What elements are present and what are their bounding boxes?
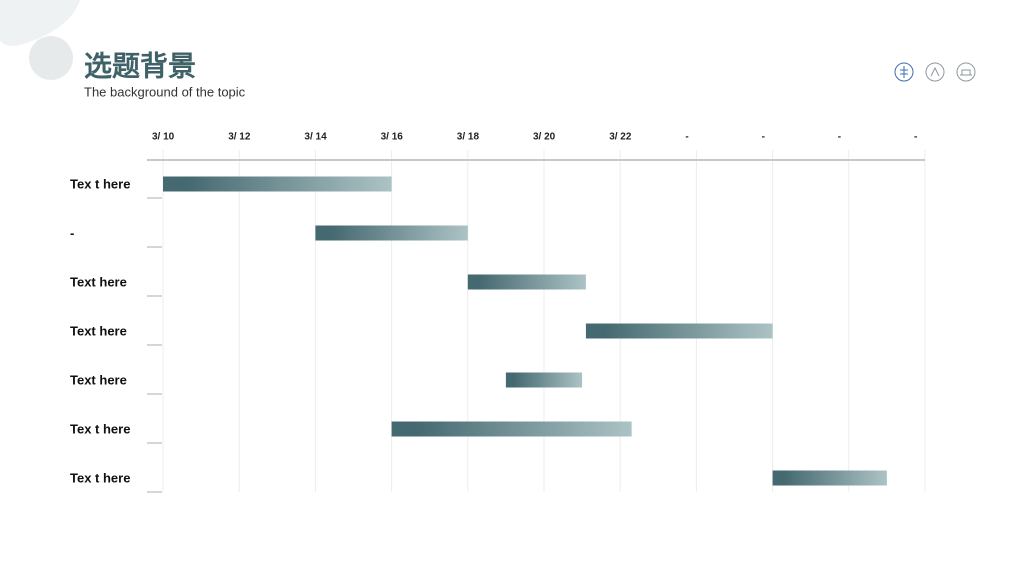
icon <box>894 62 914 82</box>
icon <box>925 62 945 82</box>
y-tick-label: Tex t here <box>70 421 130 436</box>
gantt-bar <box>505 372 583 388</box>
x-tick-label: 3/ 18 <box>457 132 480 143</box>
y-tick-label: Tex t here <box>70 176 130 191</box>
decor-shape <box>0 0 80 46</box>
gantt-bar <box>467 274 586 290</box>
x-tick-label: - <box>762 132 765 143</box>
gantt-bar <box>391 421 632 437</box>
slide-subtitle: The background of the topic <box>84 84 246 99</box>
icon-glyph <box>900 66 908 78</box>
y-tick-label: Text here <box>70 323 127 338</box>
gantt-bar <box>585 323 773 339</box>
decor-circle <box>29 36 73 80</box>
y-tick-label: - <box>70 225 74 240</box>
gantt-bar <box>772 470 887 486</box>
y-tick-label: Text here <box>70 274 127 289</box>
y-tick-label: Tex t here <box>70 470 130 485</box>
icon <box>956 62 976 82</box>
x-tick-label: - <box>838 132 841 143</box>
gantt-bar <box>163 176 392 192</box>
icon-glyph <box>930 66 940 77</box>
x-tick-label: 3/ 22 <box>609 132 632 143</box>
icons <box>894 62 976 82</box>
icon-glyph <box>960 69 972 76</box>
slide-title: 选题背景 <box>84 50 196 81</box>
x-tick-label: - <box>914 132 917 143</box>
y-tick-label: Text here <box>70 372 127 387</box>
chart: 3/ 10 3/ 12 3/ 14 3/ 16 3/ 18 3/ 20 3/ 22 - - - - T… <box>70 132 926 493</box>
x-tick-label: 3/ 16 <box>381 132 404 143</box>
x-tick-label: - <box>685 132 688 143</box>
gantt-bar <box>315 225 468 241</box>
x-tick-label: 3/ 10 <box>152 132 175 143</box>
x-tick-label: 3/ 20 <box>533 132 556 143</box>
x-tick-label: 3/ 12 <box>228 132 251 143</box>
x-tick-label: 3/ 14 <box>304 132 327 143</box>
